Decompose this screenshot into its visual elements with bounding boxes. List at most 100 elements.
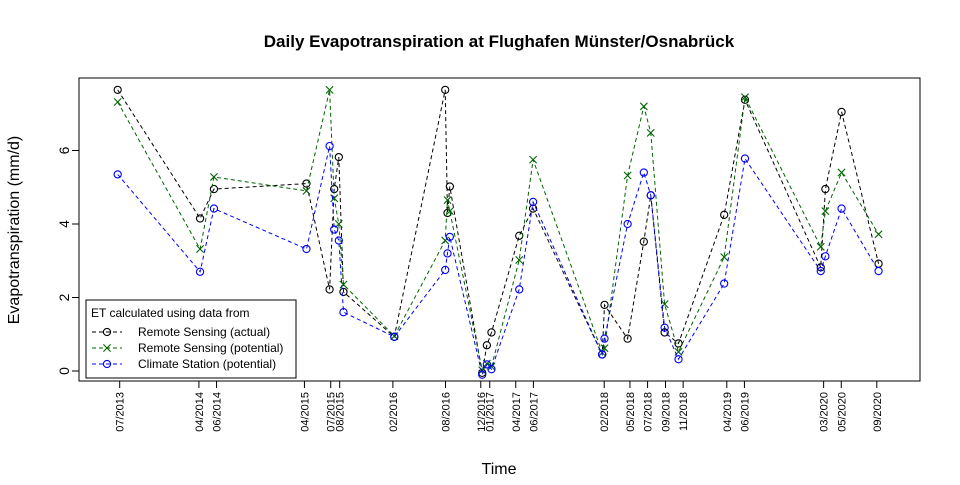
data-point: [339, 287, 348, 297]
x-tick-label: 08/2016: [441, 392, 453, 432]
data-point: [441, 265, 450, 275]
x-tick-label: 06/2014: [212, 392, 224, 432]
y-tick-label: 4: [56, 220, 72, 228]
data-point: [720, 279, 729, 288]
data-point: [674, 355, 683, 364]
data-point: [441, 85, 450, 95]
legend-label: Remote Sensing (actual): [138, 325, 270, 339]
data-point: [443, 196, 452, 205]
x-axis-label: Time: [482, 461, 517, 478]
x-tick-label: 07/2015: [326, 392, 338, 432]
data-point: [874, 230, 883, 239]
x-tick-label: 04/2015: [299, 392, 311, 432]
data-point: [740, 95, 750, 104]
data-point: [441, 236, 450, 245]
x-tick-label: 08/2015: [335, 392, 347, 432]
x-tick-label: 07/2013: [115, 392, 127, 432]
data-point: [339, 308, 348, 317]
x-tick-label: 02/2016: [388, 392, 400, 432]
legend-label: Remote Sensing (potential): [138, 341, 283, 355]
data-point: [482, 360, 491, 369]
data-point: [740, 154, 750, 163]
data-point: [334, 152, 343, 162]
data-point: [528, 197, 538, 207]
data-point: [482, 341, 491, 350]
data-point: [195, 267, 205, 276]
data-point: [741, 93, 749, 102]
legend-marker: [102, 359, 112, 369]
data-point: [302, 179, 311, 188]
data-point: [113, 170, 122, 179]
data-point: [816, 242, 825, 251]
data-point: [487, 362, 496, 371]
data-point: [821, 184, 830, 194]
x-tick-label: 09/2020: [872, 392, 884, 432]
series-remote-sensing-potential: [113, 85, 883, 375]
data-point: [209, 184, 219, 194]
data-point: [196, 245, 205, 253]
data-point: [837, 204, 846, 213]
data-point: [515, 256, 524, 265]
data-point: [113, 85, 122, 95]
series-line-remote-sensing-actual: [117, 89, 880, 373]
x-tick-label: 04/2017: [511, 392, 523, 432]
data-point: [445, 232, 454, 242]
series-line-climate-station-potential: [117, 145, 880, 377]
y-axis-label: Evapotranspiration (mm/d): [6, 136, 23, 325]
y-tick-label: 6: [56, 146, 72, 154]
legend-label: Climate Station (potential): [138, 357, 276, 371]
data-point: [837, 168, 846, 177]
data-point: [837, 107, 846, 117]
data-point: [325, 85, 334, 94]
data-point: [334, 236, 343, 245]
x-axis: 07/2013 04/2014 06/2014 04/2015 07/201508/20…: [115, 380, 884, 432]
x-tick-label: 12/2016: [476, 392, 488, 432]
x-tick-label: 06/2017: [528, 392, 540, 432]
data-point: [623, 334, 632, 343]
x-tick-label: 09/2018: [661, 392, 673, 432]
data-point: [598, 350, 607, 359]
x-tick-label: 05/2020: [836, 392, 848, 432]
data-point: [445, 207, 454, 216]
data-point: [330, 225, 339, 234]
data-point: [209, 172, 218, 181]
x-tick-label: 04/2019: [722, 392, 734, 432]
y-tick-label: 0: [56, 367, 72, 375]
legend-item-remote-sensing-potential: Remote Sensing (potential): [92, 341, 283, 355]
data-point: [325, 285, 334, 294]
data-point: [639, 237, 648, 246]
legend-marker: [102, 327, 112, 337]
data-point: [646, 191, 655, 200]
legend-items: Remote Sensing (actual) Remote Sensing (p…: [92, 325, 283, 371]
y-tick-label: 2: [56, 293, 72, 301]
x-tick-label: 06/2019: [739, 392, 751, 432]
chart-title: Daily Evapotranspiration at Flughafen Mü…: [264, 32, 735, 51]
data-point: [302, 244, 311, 254]
data-point: [720, 210, 729, 219]
data-point: [330, 194, 339, 203]
x-tick-label: 03/2020: [819, 392, 831, 432]
data-point: [478, 370, 487, 379]
data-point: [390, 332, 399, 341]
legend-item-remote-sensing-actual: Remote Sensing (actual): [92, 325, 270, 339]
data-point: [515, 285, 524, 294]
data-point: [639, 168, 648, 177]
data-point: [528, 204, 538, 213]
data-point: [195, 214, 205, 223]
x-tick-label: 01/2017: [485, 392, 497, 432]
legend: ET calculated using data from Remote Sen…: [85, 299, 297, 379]
data-point: [209, 204, 219, 213]
data-point: [639, 102, 648, 111]
data-point: [600, 334, 609, 343]
data-point: [113, 98, 122, 106]
data-point: [515, 231, 524, 240]
data-point: [623, 171, 632, 180]
data-point: [720, 253, 729, 262]
data-point: [529, 155, 538, 164]
data-point: [821, 207, 830, 216]
data-point: [302, 186, 311, 195]
data-point: [874, 266, 883, 276]
data-point: [600, 300, 609, 309]
data-point: [660, 323, 669, 332]
